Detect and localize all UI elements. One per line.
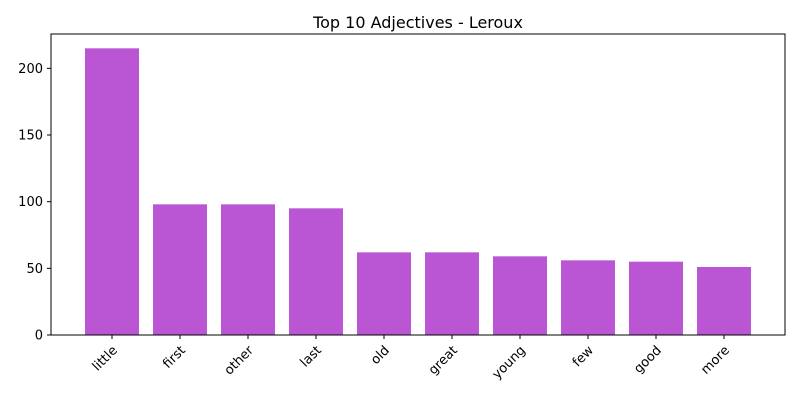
x-axis-ticks: little first other last old great young few good… bbox=[90, 335, 733, 382]
bar-little bbox=[85, 48, 139, 335]
bar-first bbox=[153, 204, 207, 335]
bar-good bbox=[629, 261, 683, 335]
x-tick-label: first bbox=[160, 343, 189, 372]
x-tick-label: few bbox=[570, 343, 597, 370]
y-tick-label: 0 bbox=[35, 329, 43, 344]
y-axis-ticks: 0 50 100 150 200 bbox=[18, 62, 51, 344]
x-tick-label: last bbox=[298, 343, 325, 370]
chart-title: Top 10 Adjectives - Leroux bbox=[312, 13, 523, 32]
axes-layer bbox=[50, 33, 786, 336]
bar-more bbox=[697, 267, 751, 335]
y-tick-label: 100 bbox=[18, 195, 43, 210]
bar-young bbox=[493, 256, 547, 335]
bar-great bbox=[425, 252, 479, 335]
bars-layer bbox=[85, 48, 751, 335]
bar-last bbox=[289, 208, 343, 335]
x-tick-label: little bbox=[90, 343, 121, 374]
bar-few bbox=[561, 260, 615, 335]
x-tick-label: other bbox=[222, 343, 258, 379]
x-tick-label: good bbox=[631, 343, 665, 377]
x-tick-label: more bbox=[698, 343, 732, 377]
bar-other bbox=[221, 204, 275, 335]
y-tick-label: 200 bbox=[18, 62, 43, 77]
x-tick-label: old bbox=[368, 343, 393, 368]
x-tick-label: young bbox=[490, 343, 529, 382]
bar-old bbox=[357, 252, 411, 335]
x-tick-label: great bbox=[426, 343, 461, 378]
y-tick-label: 50 bbox=[26, 262, 43, 277]
y-tick-label: 150 bbox=[18, 129, 43, 144]
plot-frame bbox=[50, 33, 786, 336]
